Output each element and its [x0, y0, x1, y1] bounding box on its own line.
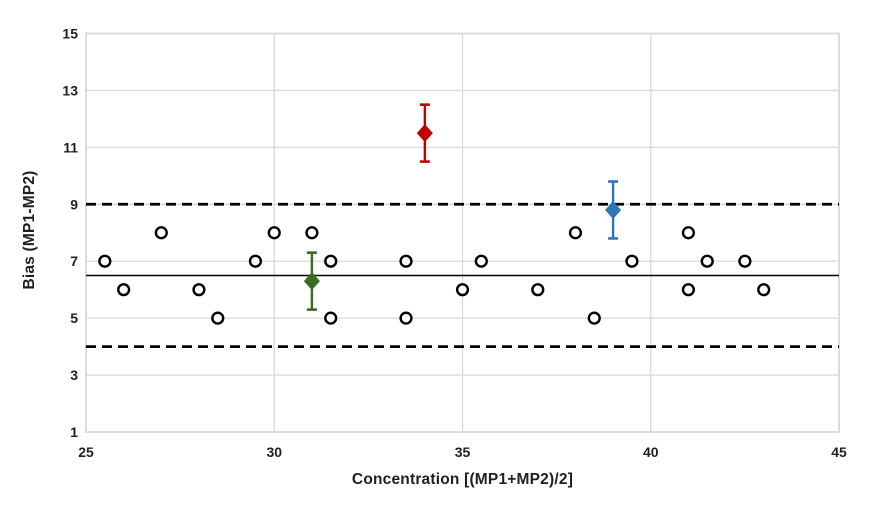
- data-point-circle: [474, 254, 488, 268]
- x-tick-label: 40: [643, 444, 659, 460]
- data-point-circle: [399, 311, 413, 325]
- y-tick-label: 9: [70, 196, 78, 212]
- red-qc-point-marker: [416, 124, 433, 143]
- data-point-circle: [681, 226, 696, 240]
- data-point-circle: [681, 283, 696, 297]
- green-qc-point-marker: [303, 272, 320, 291]
- data-point-circle: [154, 226, 168, 240]
- data-point-circle: [267, 226, 281, 240]
- data-point-circle: [324, 254, 338, 268]
- x-tick-label: 35: [455, 444, 471, 460]
- data-point-circle: [98, 254, 112, 268]
- data-point-circle: [192, 283, 206, 297]
- data-point-circle: [625, 254, 639, 268]
- y-tick-label: 15: [62, 26, 78, 42]
- y-tick-label: 5: [70, 310, 78, 326]
- data-point-circle: [305, 226, 319, 240]
- y-tick-label: 7: [70, 253, 78, 269]
- data-point-circle: [531, 283, 545, 297]
- y-tick-label: 11: [63, 139, 78, 155]
- y-tick-label: 1: [70, 424, 78, 440]
- data-point-circle: [587, 311, 601, 325]
- data-point-circle: [738, 254, 752, 268]
- x-axis-title: Concentration [(MP1+MP2)/2]: [351, 471, 574, 488]
- data-point-circle: [700, 254, 714, 268]
- x-tick-label: 25: [78, 444, 94, 460]
- data-point-circle: [324, 311, 338, 325]
- data-point-circle: [568, 226, 583, 240]
- data-point-circle: [757, 283, 771, 297]
- data-point-circle: [399, 254, 413, 268]
- data-point-circle: [248, 254, 263, 268]
- data-point-circle: [455, 283, 470, 297]
- plot-area-border: [85, 32, 840, 433]
- y-tick-label: 3: [70, 367, 78, 383]
- y-tick-label: 13: [62, 82, 78, 98]
- x-tick-label: 45: [831, 444, 847, 460]
- data-point-circle: [117, 283, 131, 297]
- blue-qc-point-marker: [605, 200, 622, 219]
- x-tick-label: 30: [266, 444, 282, 460]
- data-point-circle: [211, 311, 225, 325]
- y-axis-title: Bias (MP1-MP2): [21, 170, 38, 290]
